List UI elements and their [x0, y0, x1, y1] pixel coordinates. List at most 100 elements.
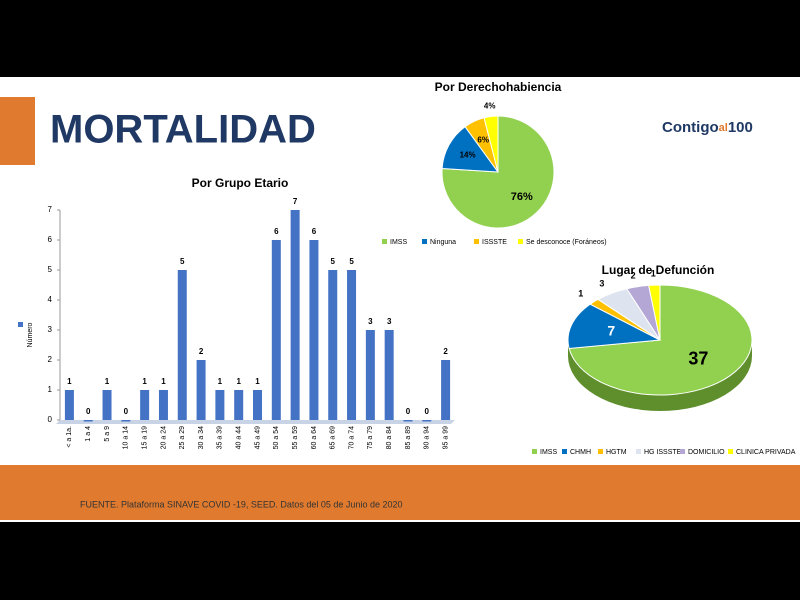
- bar: [347, 270, 357, 420]
- x-tick-label: 20 a 24: [160, 426, 167, 449]
- bar: [384, 330, 394, 420]
- bar: [309, 240, 319, 420]
- data-label: 1: [67, 377, 72, 386]
- data-label: 2: [443, 347, 448, 356]
- bar: [365, 330, 375, 420]
- y-axis-label: Número: [27, 322, 34, 347]
- pie-slice: [483, 115, 499, 173]
- data-label: 1: [651, 269, 656, 279]
- x-tick-label: 90 a 94: [424, 426, 431, 449]
- bar: [253, 390, 262, 420]
- legend-label: HGTM: [606, 449, 627, 456]
- y-tick-label: 1: [48, 385, 53, 394]
- bar: [422, 420, 432, 422]
- bar: [328, 270, 338, 420]
- data-label: 0: [406, 407, 411, 416]
- bar: [234, 390, 244, 420]
- data-label: 1: [161, 377, 166, 386]
- footer-band: [0, 465, 800, 520]
- legend-label: CHMH: [570, 449, 591, 456]
- legend-label: IMSS: [390, 239, 407, 246]
- legend-label: DOMICILIO: [688, 449, 725, 456]
- data-label: 1: [255, 377, 260, 386]
- y-tick-label: 6: [48, 235, 53, 244]
- slide-title: MORTALIDAD: [50, 108, 316, 152]
- x-tick-label: 75 a 79: [367, 426, 374, 449]
- x-tick-label: 95 a 99: [442, 426, 449, 449]
- data-label: 7: [607, 322, 615, 338]
- data-label: 6%: [477, 136, 489, 145]
- x-tick-label: 55 a 59: [292, 426, 299, 449]
- legend-label: Ninguna: [430, 239, 456, 246]
- legend-label: CLINICA PRIVADA: [736, 449, 796, 456]
- legend-swatch: [422, 239, 427, 244]
- pie-slice: [648, 284, 661, 341]
- chart-title: Por Grupo Etario: [192, 176, 289, 190]
- legend-label: IMSS: [540, 449, 557, 456]
- pie-slice: [567, 303, 662, 349]
- data-label: 0: [124, 407, 129, 416]
- x-tick-label: 5 a 9: [104, 426, 111, 442]
- data-label: 0: [86, 407, 91, 416]
- y-tick-label: 2: [48, 355, 53, 364]
- logo-part: al: [719, 122, 728, 134]
- x-tick-label: 65 a 69: [330, 426, 337, 449]
- legend-swatch: [728, 449, 733, 454]
- x-tick-label: 70 a 74: [348, 426, 355, 449]
- legend-swatch: [518, 239, 523, 244]
- x-tick-label: 85 a 89: [405, 426, 412, 449]
- title-accent: [0, 97, 35, 165]
- bar: [177, 270, 187, 420]
- data-label: 3: [368, 317, 373, 326]
- data-label: 3: [387, 317, 392, 326]
- legend-label: ISSSTE: [482, 239, 507, 246]
- bar: [83, 420, 93, 422]
- y-tick-label: 4: [48, 295, 53, 304]
- data-label: 6: [312, 227, 317, 236]
- x-tick-label: 80 a 84: [386, 426, 393, 449]
- legend-swatch: [18, 322, 23, 327]
- bar: [403, 420, 413, 422]
- legend-swatch: [636, 449, 641, 454]
- x-tick-label: < a 1a.: [66, 426, 73, 448]
- x-tick-label: 50 a 54: [273, 426, 280, 449]
- data-label: 4%: [484, 102, 496, 111]
- data-label: 1: [578, 288, 583, 298]
- bar: [196, 360, 206, 420]
- bar: [64, 390, 74, 420]
- bar: [271, 240, 281, 420]
- floor: [56, 420, 455, 424]
- y-tick-label: 7: [48, 205, 53, 214]
- data-label: 1: [236, 377, 241, 386]
- legend-swatch: [474, 239, 479, 244]
- data-label: 1: [218, 377, 223, 386]
- x-tick-label: 10 a 14: [123, 426, 130, 449]
- legend-label: Se desconoce (Foráneos): [526, 239, 607, 246]
- data-label: 3: [599, 278, 604, 288]
- data-label: 37: [688, 348, 708, 368]
- x-tick-label: 1 a 4: [85, 426, 92, 442]
- chart-title: Por Derechohabiencia: [435, 80, 562, 94]
- y-tick-label: 3: [48, 325, 53, 334]
- bar: [441, 360, 451, 420]
- data-label: 1: [142, 377, 147, 386]
- data-label: 76%: [511, 191, 533, 203]
- logo-part: Contigo: [662, 119, 719, 136]
- x-tick-label: 30 a 34: [198, 426, 205, 449]
- bar: [290, 210, 300, 420]
- x-tick-label: 25 a 29: [179, 426, 186, 449]
- bar: [121, 420, 131, 422]
- data-label: 7: [293, 197, 298, 206]
- legend-swatch: [562, 449, 567, 454]
- data-label: 2: [199, 347, 204, 356]
- bar: [102, 390, 112, 420]
- logo: Contigoal100: [662, 119, 753, 136]
- data-label: 0: [425, 407, 430, 416]
- source-note: FUENTE. Plataforma SINAVE COVID -19, SEE…: [80, 499, 402, 509]
- bar: [215, 390, 225, 420]
- data-label: 5: [331, 257, 336, 266]
- data-label: 1: [105, 377, 110, 386]
- bar: [140, 390, 150, 420]
- data-label: 5: [180, 257, 185, 266]
- y-tick-label: 5: [48, 265, 53, 274]
